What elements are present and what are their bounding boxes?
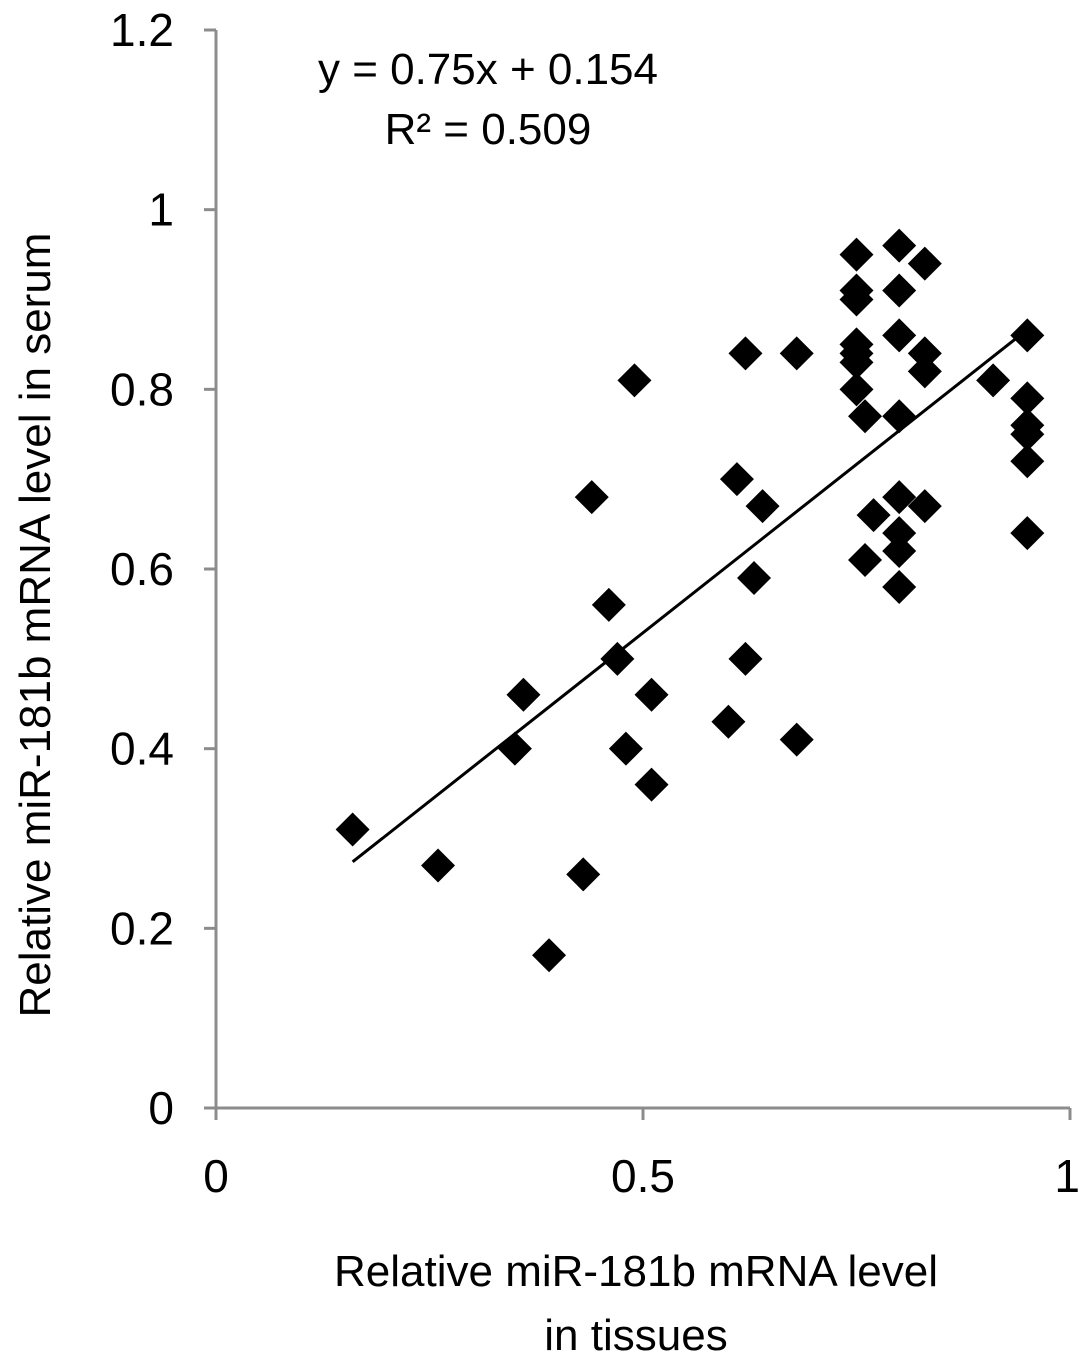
r-squared-label: R² = 0.509 [385,105,592,154]
data-point [600,641,635,676]
data-point [335,812,370,847]
data-point [907,246,942,281]
data-point [421,848,456,883]
data-point [907,336,942,371]
trendline-group [351,328,1029,864]
data-point [839,237,874,272]
data-point [907,489,942,524]
x-tick-label: 0 [203,1150,229,1202]
data-point [591,587,626,622]
data-point [839,345,874,380]
data-point [856,498,891,533]
data-point [728,641,763,676]
y-tick-label: 0 [148,1082,174,1134]
data-point [574,480,609,515]
data-point [711,704,746,739]
data-point [976,363,1011,398]
data-point [719,462,754,497]
data-point [848,399,883,434]
data-point [608,731,643,766]
axes [214,30,1070,1110]
data-points [335,228,1045,973]
data-point [737,560,772,595]
data-point [882,480,917,515]
data-point [1010,516,1045,551]
data-point [907,354,942,389]
data-point [779,722,814,757]
data-point [882,569,917,604]
y-tick-label: 0.6 [110,543,174,595]
data-point [497,731,532,766]
y-axis-title: Relative miR-181b mRNA level in serum [11,233,60,1018]
data-point [617,363,652,398]
y-tick-label: 0.4 [110,723,174,775]
y-axis-ticks: 0 0.2 0.4 0.6 0.8 1 1.2 [110,4,216,1134]
data-point [634,767,669,802]
data-point [532,938,567,973]
data-point [882,228,917,263]
data-point [882,318,917,353]
x-axis-title-line-2: in tissues [544,1311,727,1360]
data-point [839,372,874,407]
data-point [1010,318,1045,353]
y-tick-label: 0.8 [110,363,174,415]
data-point [728,336,763,371]
data-point [566,857,601,892]
x-tick-label: 1 [1054,1150,1080,1202]
trendline [351,328,1029,864]
data-point [1010,417,1045,452]
data-point [745,489,780,524]
data-point [882,273,917,308]
data-point [882,516,917,551]
regression-equation: y = 0.75x + 0.154 [318,45,658,94]
x-tick-label: 0.5 [611,1150,675,1202]
data-point [1010,444,1045,479]
x-axis-ticks: 0 0.5 1 [203,1108,1080,1202]
data-point [882,399,917,434]
data-point [848,543,883,578]
y-tick-label: 1.2 [110,4,174,56]
data-point [882,534,917,569]
data-point [634,677,669,712]
data-point [506,677,541,712]
x-axis-title-line-1: Relative miR-181b mRNA level [334,1247,938,1296]
data-point [1010,381,1045,416]
data-point [839,282,874,317]
data-point [779,336,814,371]
y-tick-label: 1 [148,184,174,236]
y-tick-label: 0.2 [110,902,174,954]
